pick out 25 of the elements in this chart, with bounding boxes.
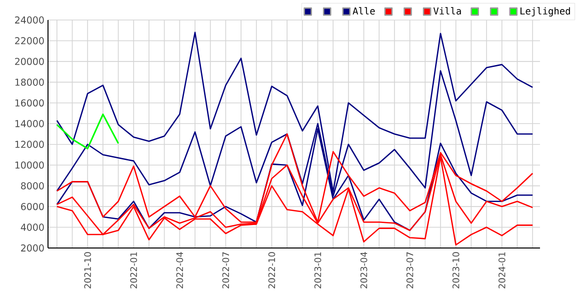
y-tick-label: 2000 [21, 244, 44, 252]
y-tick-label: 20000 [15, 58, 44, 66]
y-tick-label: 10000 [15, 162, 44, 169]
y-tick-label: 18000 [15, 78, 44, 86]
legend-label: Villa [433, 7, 461, 15]
y-tick-label: 24000 [15, 16, 44, 24]
x-tick-label: 2022-07 [222, 252, 230, 288]
x-tick-label: 2022-04 [176, 252, 184, 288]
x-tick-label: 2023-10 [452, 252, 460, 288]
y-tick-label: 14000 [15, 120, 44, 128]
y-tick-label: 12000 [15, 140, 44, 148]
y-tick-label: 22000 [15, 37, 44, 44]
x-tick-label: 2023-04 [360, 252, 368, 288]
x-tick-label: 2023-07 [406, 252, 414, 288]
x-tick-label: 2022-10 [268, 252, 276, 288]
legend-label: Lejlighed [520, 7, 570, 16]
y-tick-label: 6000 [21, 202, 44, 210]
y-tick-label: 4000 [20, 224, 44, 231]
x-tick-label: 2023-01 [314, 252, 322, 288]
x-tick-label: 2021-10 [84, 252, 91, 288]
y-tick-label: 8000 [21, 182, 44, 190]
x-tick-label: 2022-01 [130, 252, 138, 288]
x-tick-label: 2024-01 [498, 252, 506, 288]
y-tick-label: 16000 [15, 99, 44, 106]
legend-label: Alle [352, 7, 375, 15]
